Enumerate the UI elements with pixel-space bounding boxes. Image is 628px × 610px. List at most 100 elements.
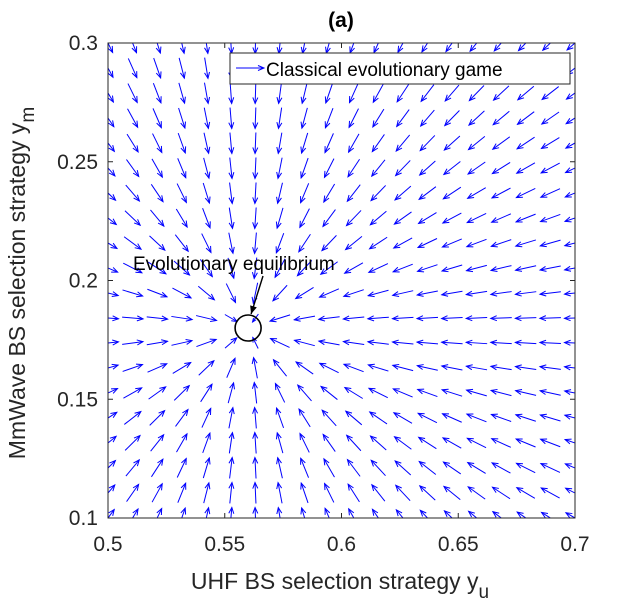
field-arrow: [348, 83, 359, 104]
field-arrow: [391, 315, 414, 322]
field-arrow: [252, 481, 259, 504]
field-arrow: [445, 43, 453, 53]
field-arrow: [366, 315, 389, 322]
field-arrow: [300, 107, 308, 130]
field-arrow: [540, 511, 552, 518]
field-arrow: [393, 435, 412, 450]
field-arrow: [127, 58, 138, 79]
field-arrow: [442, 485, 461, 500]
field-arrow: [466, 437, 487, 449]
field-arrow: [252, 207, 259, 230]
field-arrow: [517, 43, 527, 52]
field-arrow: [124, 434, 141, 451]
field-arrow: [296, 384, 312, 402]
field-arrow: [203, 481, 211, 504]
field-arrow: [564, 142, 575, 149]
field-arrow: [152, 83, 162, 104]
field-arrow: [541, 43, 552, 52]
field-arrow: [268, 314, 291, 323]
field-arrow: [275, 232, 285, 255]
field-arrow: [369, 435, 387, 451]
field-arrow: [514, 438, 536, 448]
field-arrow: [442, 161, 461, 176]
field-arrow: [228, 132, 235, 155]
field-arrow: [490, 462, 511, 474]
legend-arrow-icon: [236, 65, 266, 71]
field-arrow: [225, 283, 237, 304]
field-arrow: [539, 188, 561, 198]
field-arrow: [317, 339, 340, 346]
field-arrow: [252, 232, 259, 255]
field-arrow: [131, 507, 139, 518]
field-arrow: [514, 364, 537, 371]
field-arrow: [538, 364, 561, 371]
field-arrow: [147, 363, 168, 373]
field-arrow: [565, 92, 575, 100]
field-arrow: [514, 290, 537, 297]
field-arrow: [108, 66, 114, 79]
field-arrow: [324, 133, 334, 154]
field-arrow: [122, 315, 145, 322]
field-arrow: [151, 158, 163, 179]
field-arrow: [324, 82, 334, 105]
field-arrow: [228, 207, 235, 230]
field-arrow: [276, 132, 283, 155]
field-arrow: [395, 109, 410, 128]
field-arrow: [441, 212, 462, 224]
field-arrow: [200, 383, 213, 403]
field-arrow: [323, 183, 336, 204]
field-arrow: [298, 233, 311, 253]
field-arrow: [367, 263, 389, 273]
field-arrow: [516, 511, 527, 518]
field-arrow: [441, 238, 462, 248]
field-arrow: [465, 238, 487, 248]
field-arrow: [467, 486, 486, 500]
field-arrow: [148, 386, 167, 400]
field-arrow: [108, 167, 116, 177]
field-arrow: [131, 43, 138, 54]
field-arrow: [204, 506, 211, 518]
field-arrow: [366, 339, 389, 346]
field-arrow: [420, 84, 435, 103]
field-arrow: [343, 262, 364, 274]
field-arrow: [300, 132, 309, 155]
field-arrow: [366, 289, 389, 298]
field-arrow: [466, 212, 487, 224]
field-arrow: [368, 411, 388, 425]
field-arrow: [202, 182, 211, 205]
field-arrow: [276, 157, 283, 180]
field-arrow: [272, 284, 288, 302]
field-arrow: [252, 456, 259, 479]
field-arrow: [491, 510, 503, 518]
field-arrow: [466, 461, 486, 474]
field-arrow: [564, 487, 575, 494]
field-arrow: [175, 408, 189, 427]
field-arrow: [151, 482, 163, 503]
x-tick-label: 0.65: [438, 533, 479, 556]
field-arrow: [324, 482, 335, 503]
field-arrow: [299, 208, 310, 229]
field-arrow: [108, 459, 117, 469]
field-arrow: [541, 86, 560, 101]
field-arrow: [276, 107, 283, 130]
field-arrow: [227, 381, 235, 404]
field-arrow: [539, 438, 561, 448]
field-arrow: [228, 107, 235, 130]
field-arrow: [204, 57, 211, 80]
field-arrow: [295, 361, 314, 375]
field-arrow: [269, 337, 290, 348]
field-arrow: [539, 463, 561, 473]
field-arrow: [276, 506, 283, 518]
x-tick-label: 0.55: [204, 533, 245, 556]
field-arrow: [228, 456, 235, 479]
field-arrow: [464, 315, 488, 322]
field-arrow: [176, 183, 187, 204]
field-arrow: [318, 362, 339, 374]
field-arrow: [563, 315, 575, 322]
field-arrow: [317, 315, 340, 322]
field-arrow: [367, 387, 388, 399]
field-arrow: [177, 132, 187, 155]
field-arrow: [418, 485, 436, 501]
field-arrow: [415, 290, 438, 297]
